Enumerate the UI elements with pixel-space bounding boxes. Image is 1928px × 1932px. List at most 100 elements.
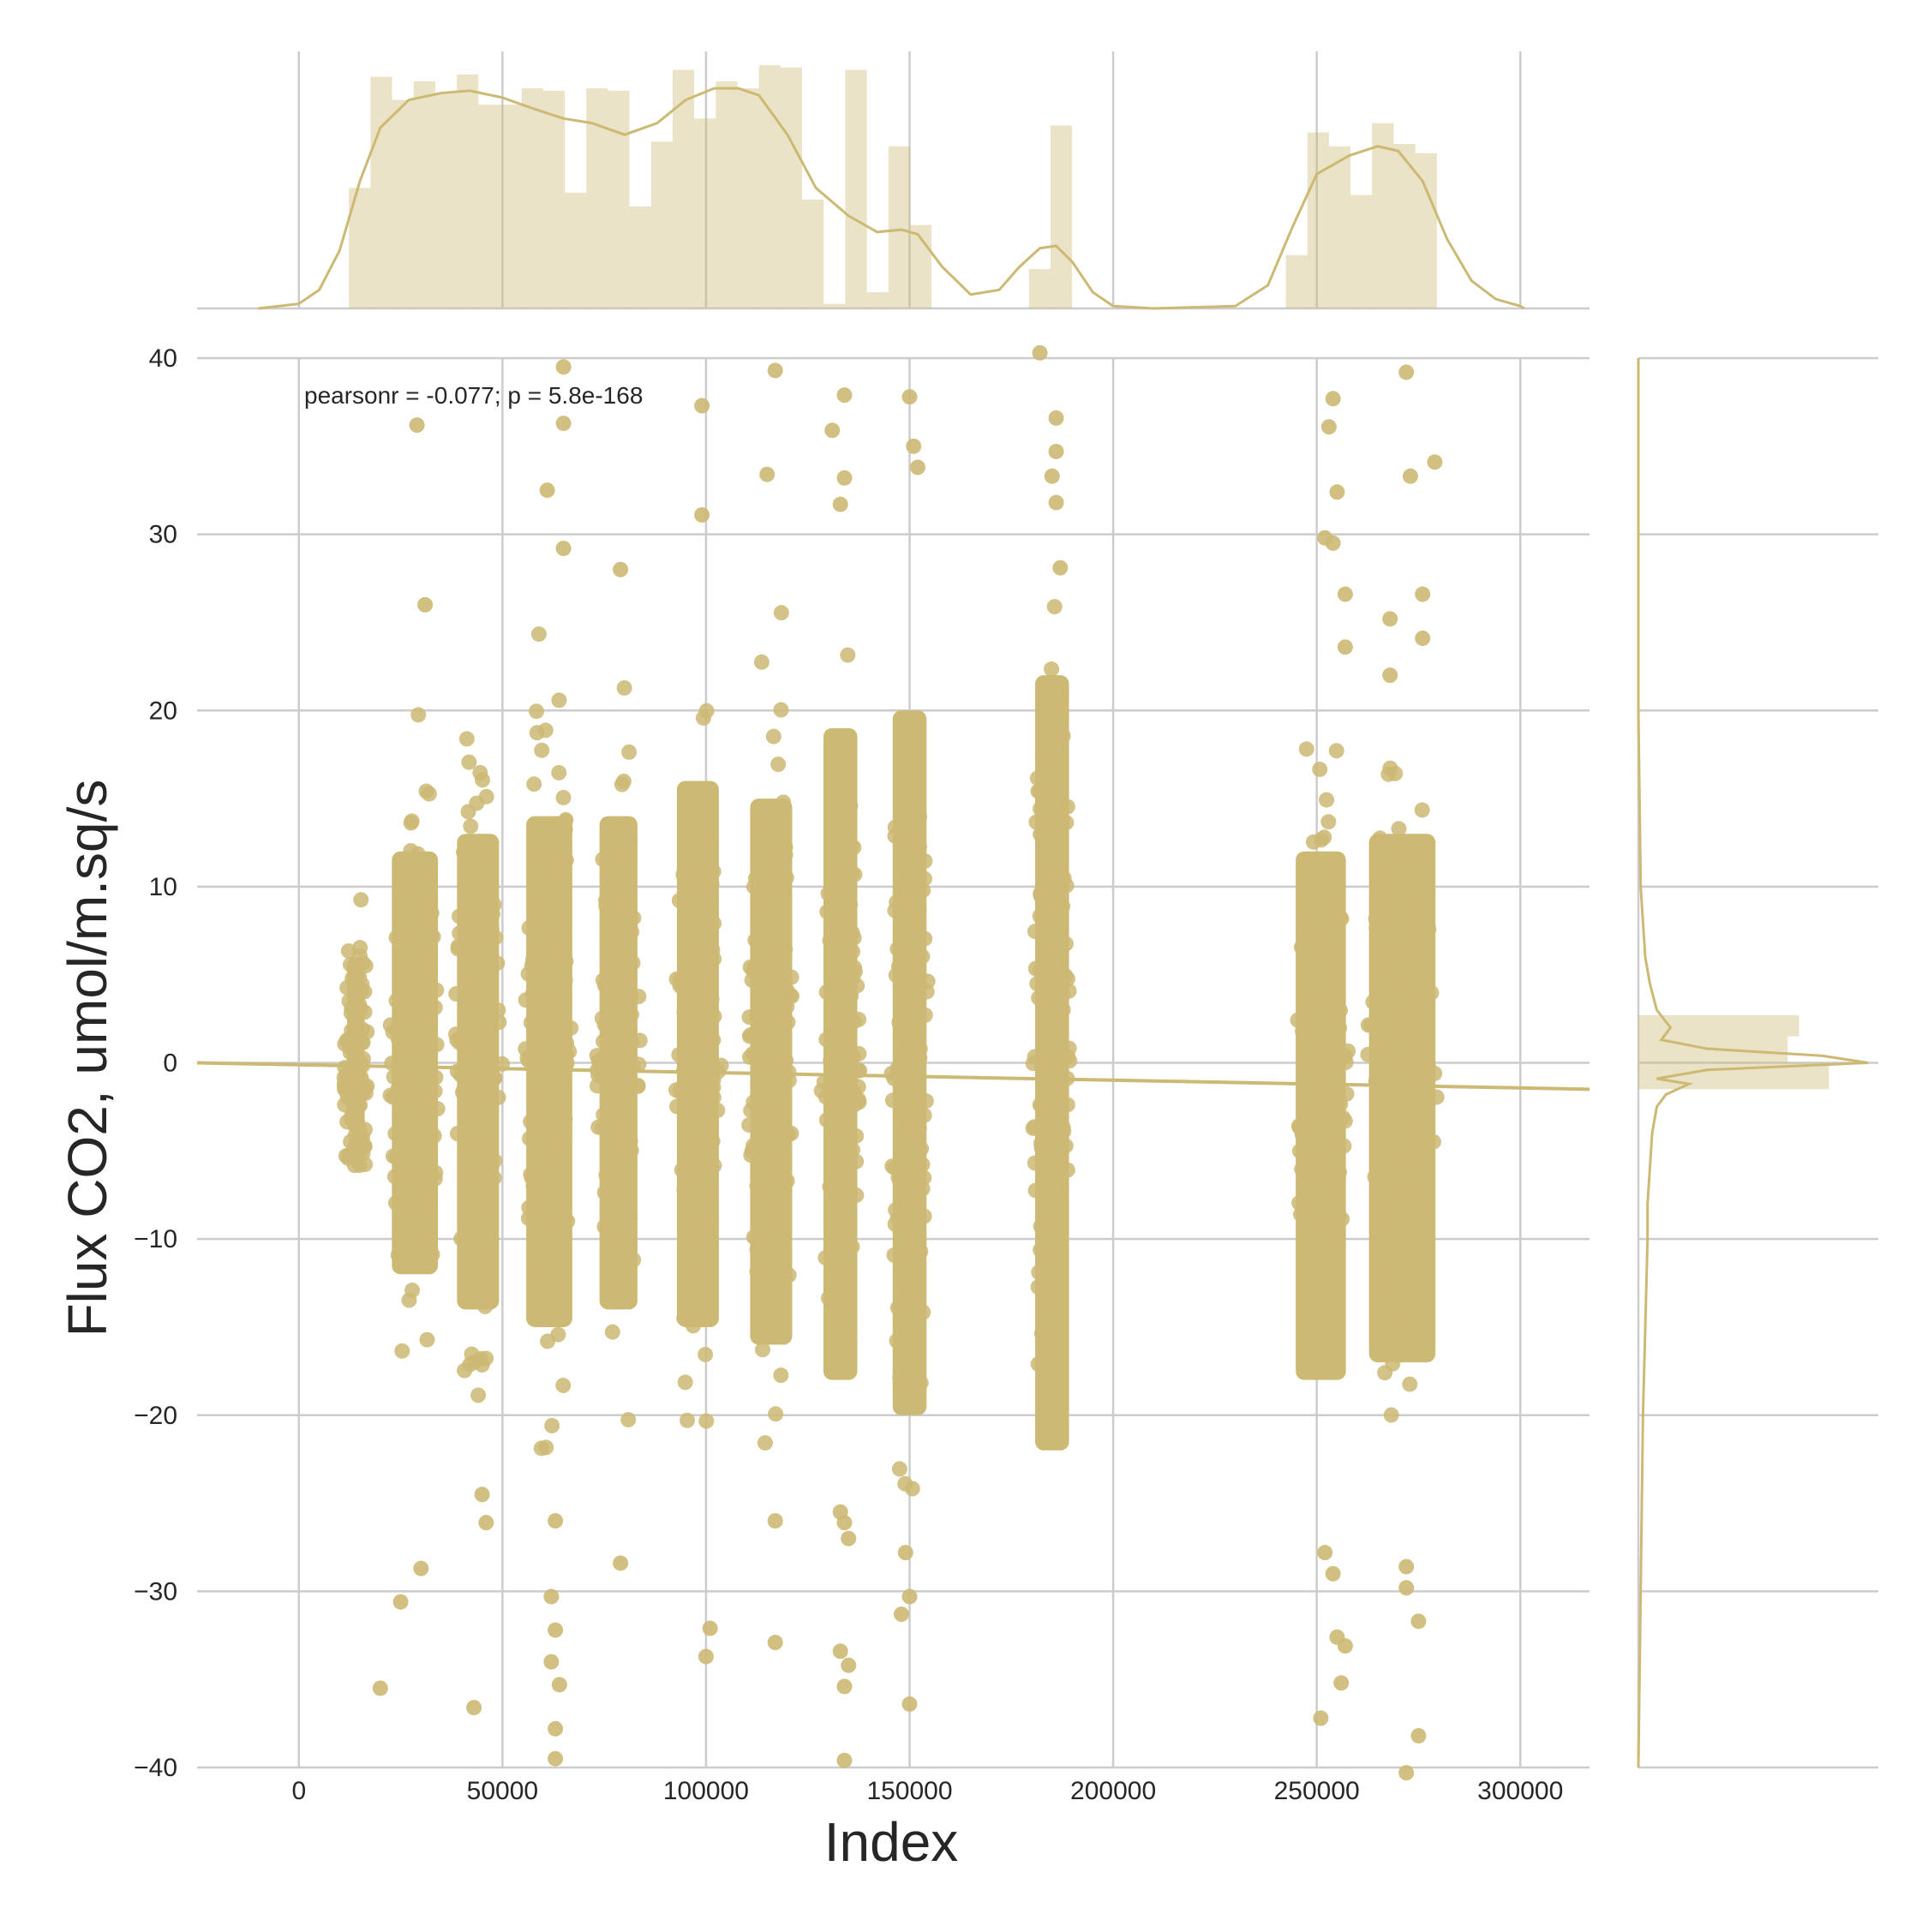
scatter-point bbox=[1428, 1089, 1445, 1105]
scatter-point bbox=[1408, 1050, 1424, 1066]
scatter-point bbox=[817, 1249, 834, 1265]
scatter-point bbox=[687, 945, 704, 961]
scatter-point bbox=[481, 1127, 497, 1144]
scatter-point bbox=[481, 1157, 497, 1174]
scatter-point bbox=[543, 1163, 560, 1179]
scatter-point bbox=[757, 880, 773, 896]
scatter-point bbox=[490, 1089, 506, 1105]
scatter-point bbox=[1404, 930, 1420, 947]
scatter-point bbox=[762, 918, 778, 934]
scatter-point bbox=[1297, 1105, 1314, 1122]
scatter-point bbox=[1325, 535, 1341, 551]
scatter-point bbox=[842, 896, 859, 912]
scatter-point bbox=[1378, 864, 1394, 881]
scatter-point bbox=[695, 828, 711, 844]
scatter-point bbox=[765, 982, 781, 998]
scatter-point bbox=[834, 1273, 850, 1289]
scatter-point bbox=[625, 954, 641, 971]
scatter-point bbox=[1033, 1218, 1049, 1235]
scatter-point bbox=[1326, 1185, 1343, 1201]
scatter-point bbox=[357, 1157, 374, 1173]
scatter-point bbox=[1039, 1052, 1056, 1068]
scatter-point bbox=[1303, 967, 1320, 984]
top-hist-bar bbox=[542, 90, 566, 308]
scatter-point bbox=[692, 1110, 708, 1127]
scatter-point bbox=[1027, 924, 1043, 940]
scatter-point bbox=[1318, 1304, 1334, 1320]
scatter-point bbox=[912, 809, 928, 825]
top-hist-bar bbox=[694, 118, 716, 308]
scatter-point bbox=[474, 1357, 490, 1373]
scatter-point bbox=[1418, 995, 1434, 1011]
scatter-point bbox=[1312, 761, 1328, 777]
scatter-point bbox=[388, 993, 404, 1009]
scatter-point bbox=[476, 933, 492, 949]
scatter-point bbox=[552, 938, 568, 954]
scatter-point bbox=[543, 1588, 560, 1605]
scatter-point bbox=[743, 1026, 759, 1043]
scatter-point bbox=[912, 1050, 928, 1066]
scatter-point bbox=[613, 561, 629, 577]
scatter-point bbox=[886, 1247, 902, 1263]
scatter-point bbox=[820, 1290, 836, 1307]
scatter-point bbox=[419, 1331, 435, 1348]
scatter-point bbox=[551, 692, 567, 709]
scatter-point bbox=[899, 1057, 915, 1074]
scatter-point bbox=[466, 1700, 482, 1716]
scatter-point bbox=[483, 921, 500, 937]
scatter-point bbox=[533, 1440, 549, 1456]
scatter-point bbox=[1311, 1090, 1327, 1106]
scatter-point bbox=[1035, 1145, 1051, 1161]
scatter-point bbox=[1398, 1580, 1415, 1596]
scatter-point bbox=[682, 994, 698, 1010]
scatter-point bbox=[1308, 924, 1325, 940]
scatter-point bbox=[901, 1696, 918, 1712]
scatter-point bbox=[897, 828, 913, 844]
scatter-point bbox=[1416, 1036, 1432, 1052]
top-hist-bar bbox=[737, 88, 759, 309]
scatter-point bbox=[776, 929, 793, 945]
scatter-point bbox=[1382, 611, 1398, 627]
scatter-point bbox=[539, 482, 555, 499]
scatter-point bbox=[1392, 1323, 1409, 1339]
scatter-point bbox=[758, 1195, 775, 1211]
scatter-point bbox=[841, 1657, 857, 1673]
scatter-point bbox=[616, 679, 632, 696]
scatter-point bbox=[1298, 1051, 1314, 1068]
scatter-point bbox=[352, 1141, 368, 1157]
scatter-point bbox=[1055, 1119, 1071, 1135]
scatter-point bbox=[620, 990, 636, 1007]
scatter-point bbox=[1386, 1306, 1402, 1322]
scatter-point bbox=[532, 870, 548, 887]
scatter-point bbox=[745, 1045, 761, 1062]
scatter-point bbox=[1039, 813, 1055, 829]
scatter-point bbox=[745, 960, 762, 977]
scatter-point bbox=[523, 1014, 539, 1031]
scatter-point bbox=[1030, 1356, 1046, 1373]
scatter-point bbox=[347, 979, 363, 996]
scatter-point bbox=[1313, 1710, 1329, 1726]
top-hist-bar bbox=[1028, 269, 1051, 308]
scatter-point bbox=[693, 1080, 710, 1097]
scatter-point bbox=[548, 1750, 564, 1767]
scatter-point bbox=[626, 1252, 642, 1268]
scatter-point bbox=[1360, 1046, 1376, 1062]
scatter-point bbox=[1047, 1319, 1063, 1335]
scatter-point bbox=[1051, 863, 1068, 879]
scatter-point bbox=[775, 794, 792, 810]
scatter-point bbox=[897, 1074, 913, 1091]
scatter-point bbox=[778, 870, 794, 886]
scatter-point bbox=[422, 1127, 439, 1144]
scatter-point bbox=[836, 470, 853, 486]
scatter-point bbox=[671, 893, 687, 909]
scatter-point bbox=[1380, 1284, 1396, 1301]
scatter-point bbox=[767, 362, 783, 379]
scatter-point bbox=[1387, 1148, 1404, 1164]
scatter-point bbox=[777, 846, 793, 863]
scatter-point bbox=[608, 933, 625, 949]
scatter-point bbox=[832, 1643, 848, 1660]
scatter-point bbox=[907, 1266, 923, 1283]
scatter-point bbox=[631, 1056, 647, 1073]
scatter-point bbox=[698, 703, 715, 719]
scatter-point bbox=[1337, 586, 1353, 602]
